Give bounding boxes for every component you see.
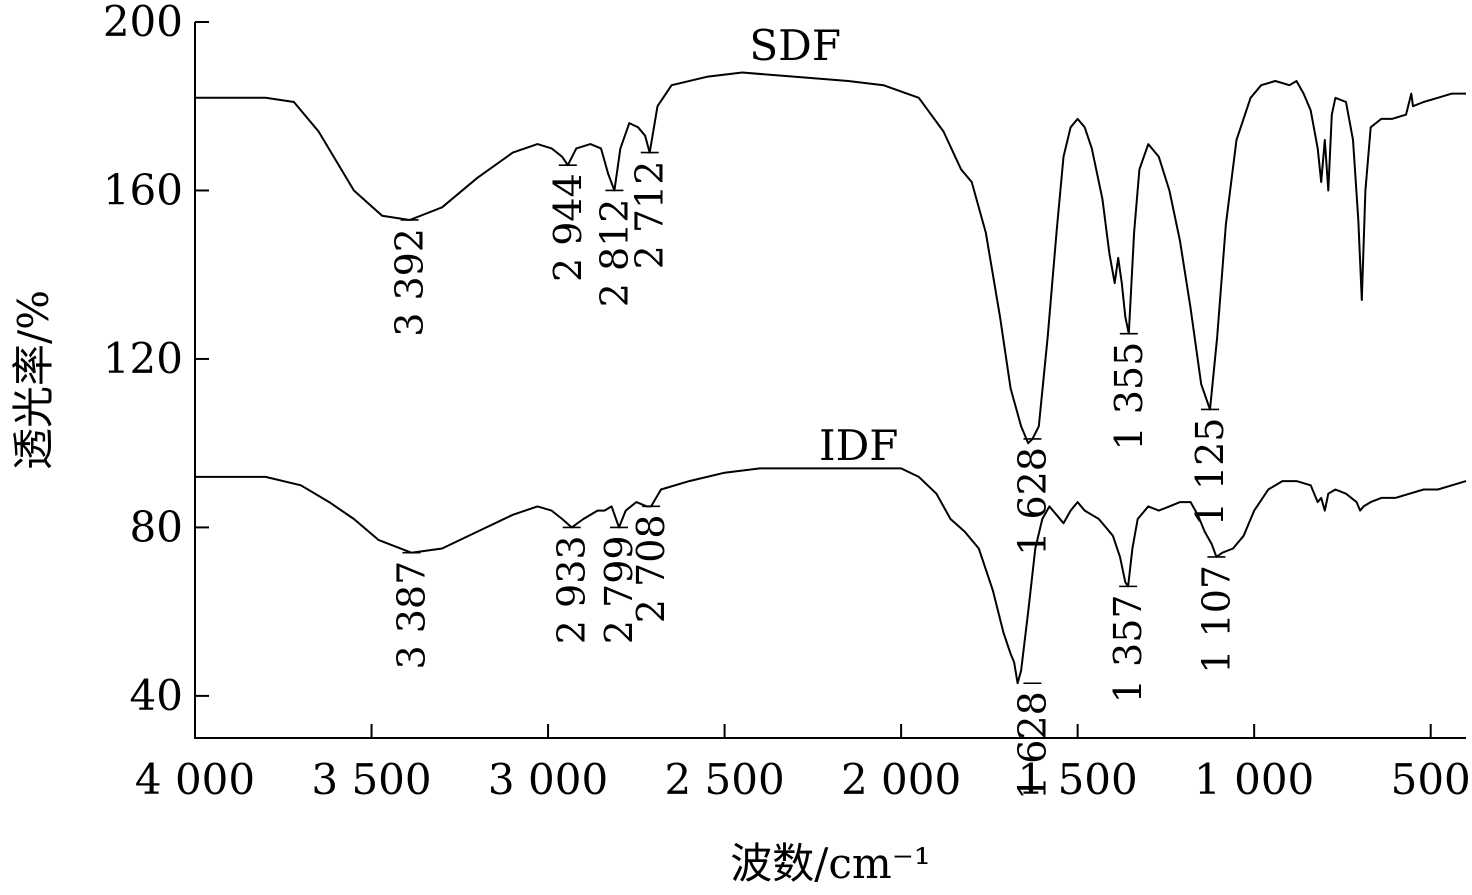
peak-label: 2 708 xyxy=(629,514,673,623)
x-tick-label: 2 000 xyxy=(841,755,961,804)
y-tick-label: 40 xyxy=(130,671,183,720)
peak-label: 2 712 xyxy=(628,161,672,270)
x-tick-label: 4 000 xyxy=(135,755,255,804)
x-tick-label: 1 500 xyxy=(1018,755,1138,804)
series-label-sdf: SDF xyxy=(749,21,841,70)
peak-label: 2 812 xyxy=(592,199,636,308)
peak-label: 1 628 xyxy=(1010,691,1054,800)
peak-label: 2 799 xyxy=(597,535,641,644)
x-tick-label: 500 xyxy=(1391,755,1471,804)
peak-label: 3 387 xyxy=(389,561,433,670)
peak-label: 2 933 xyxy=(550,535,594,644)
x-tick-label: 3 500 xyxy=(311,755,431,804)
axes: 40 80 120 160 200 4 000 3 500 3 000 2 500 2 000 1 … xyxy=(103,0,1471,804)
y-tick-label: 200 xyxy=(103,0,183,46)
x-tick-label: 3 000 xyxy=(488,755,608,804)
x-tick-label: 2 500 xyxy=(664,755,784,804)
x-tick-label: 1 000 xyxy=(1194,755,1314,804)
peak-label: 1 125 xyxy=(1188,418,1232,527)
peak-label: 1 628 xyxy=(1010,447,1054,556)
peak-label: 3 392 xyxy=(388,228,432,337)
series-label-idf: IDF xyxy=(819,421,898,470)
axis-frame xyxy=(194,22,1466,739)
series-layer xyxy=(195,71,1467,685)
x-axis-title: 波数/cm⁻¹ xyxy=(730,839,931,888)
y-tick-label: 120 xyxy=(103,334,183,383)
y-axis-title: 透光率/% xyxy=(9,290,58,470)
peak-label: 1 107 xyxy=(1194,565,1238,674)
series-line-sdf xyxy=(195,71,1466,445)
y-tick-label: 80 xyxy=(130,502,183,551)
peak-label: 2 944 xyxy=(546,173,590,282)
peak-label: 1 357 xyxy=(1106,594,1150,703)
series-line-idf xyxy=(195,467,1467,685)
peak-label: 1 355 xyxy=(1107,342,1151,451)
y-tick-label: 160 xyxy=(103,165,183,214)
